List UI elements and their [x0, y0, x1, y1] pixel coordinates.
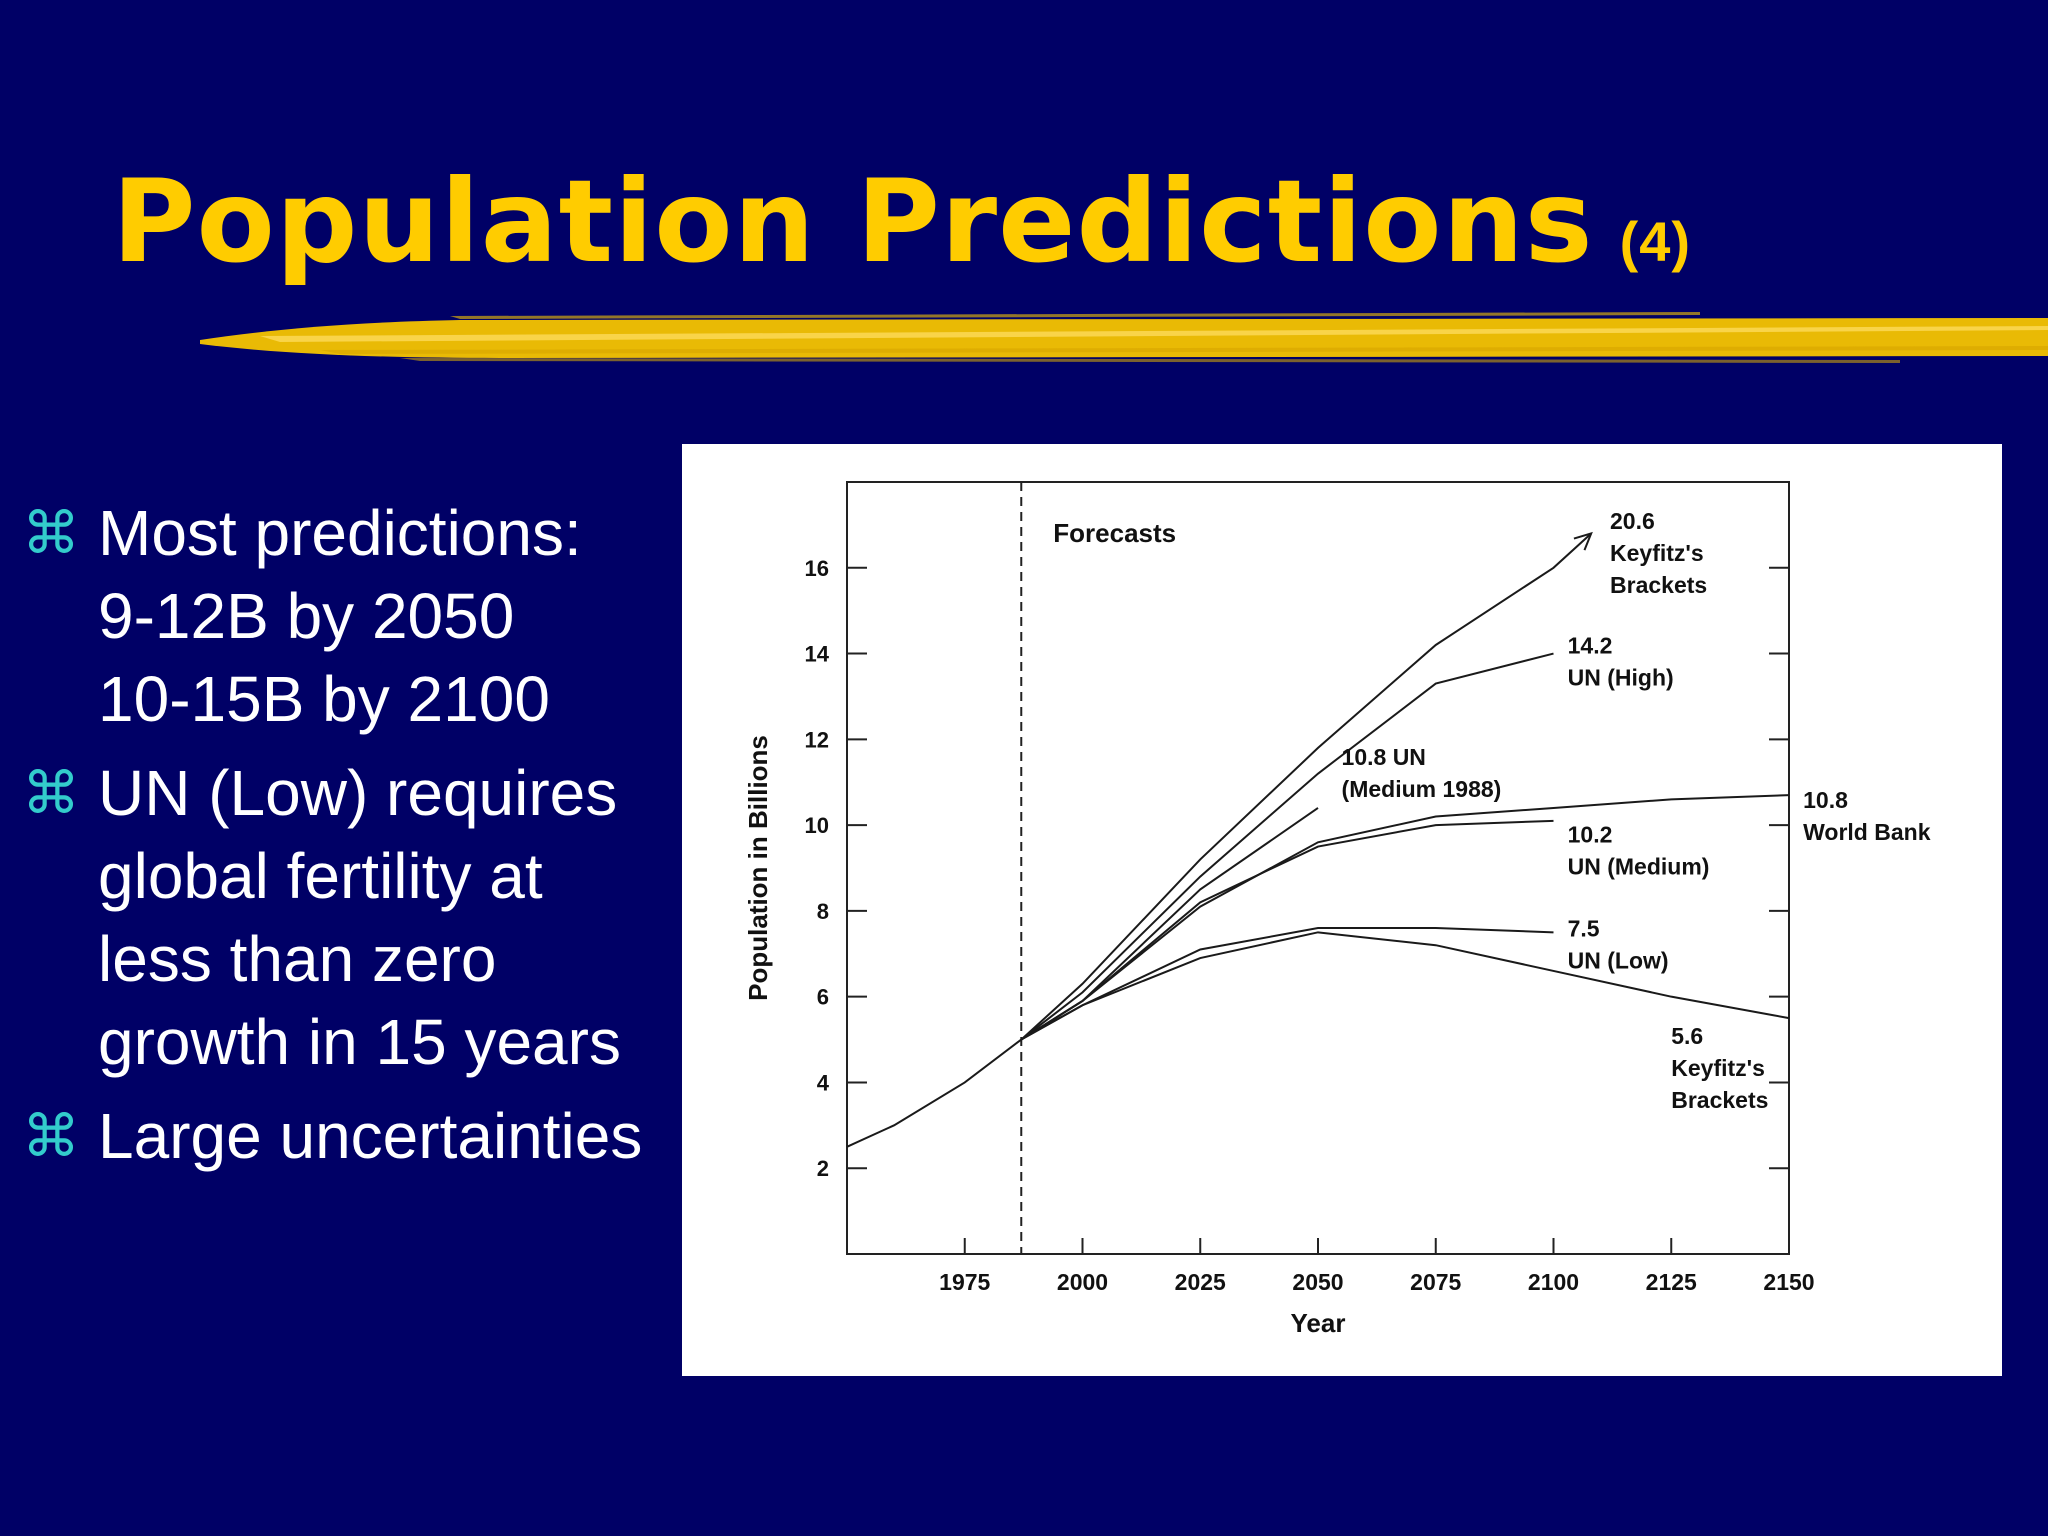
series-line-4	[1020, 819, 1554, 1041]
historical-line	[846, 1038, 1022, 1148]
series-label-2: 10.8 UN	[1342, 744, 1426, 770]
y-tick-label: 6	[817, 985, 829, 1010]
bullet-line: Large uncertainties	[98, 1100, 643, 1172]
series-label-6: 5.6	[1671, 1023, 1703, 1049]
x-tick-label: 2100	[1528, 1269, 1579, 1295]
y-tick-label: 14	[805, 642, 830, 667]
bullet-item: ⌘ UN (Low) requires global fertility at les…	[22, 752, 642, 1084]
slide-title-number: (4)	[1619, 210, 1692, 273]
series-label-3: 10.8	[1803, 787, 1848, 813]
population-chart: 2 4 6 8 10 12 14 16 1975 2000 2025 2050 2075 2100 2125…	[682, 444, 2002, 1376]
series-line-6	[1020, 931, 1790, 1041]
x-tick-label: 1975	[939, 1269, 990, 1295]
series-line-0	[1020, 532, 1592, 1041]
title-underline-brush	[200, 312, 2048, 363]
x-tick-label: 2025	[1175, 1269, 1226, 1295]
series-label-2: (Medium 1988)	[1342, 776, 1502, 802]
series-label-6: Keyfitz's	[1671, 1055, 1765, 1081]
series-label-5: UN (Low)	[1568, 948, 1669, 974]
series-label-4: 10.2	[1568, 821, 1613, 847]
series-label-1: UN (High)	[1568, 665, 1674, 691]
y-tick-label: 10	[805, 813, 829, 838]
bullet-item: ⌘ Large uncertainties	[22, 1095, 642, 1178]
series-label-3: World Bank	[1803, 819, 1931, 845]
series-label-4: UN (Medium)	[1568, 853, 1710, 879]
y-tick-label: 4	[817, 1070, 830, 1095]
bullet-line: 10-15B by 2100	[98, 663, 550, 735]
x-tick-label: 2000	[1057, 1269, 1108, 1295]
x-tick-label: 2075	[1410, 1269, 1461, 1295]
series-label-6: Brackets	[1671, 1087, 1768, 1113]
series-label-5: 7.5	[1568, 916, 1600, 942]
series-line-3	[1020, 794, 1790, 1041]
y-tick-label: 12	[805, 727, 829, 752]
forecasts-label: Forecasts	[1053, 518, 1176, 548]
slide-title-text: Population Predictions	[112, 155, 1594, 288]
bullet-line: growth in 15 years	[98, 1006, 621, 1078]
y-tick-label: 16	[805, 556, 829, 581]
command-key-icon: ⌘	[22, 1102, 80, 1170]
series-label-0: Keyfitz's	[1610, 540, 1704, 566]
y-tick-label: 2	[817, 1156, 829, 1181]
y-tick-label: 8	[817, 899, 829, 924]
bullet-line: less than zero	[98, 923, 497, 995]
x-tick-label: 2050	[1292, 1269, 1343, 1295]
command-key-icon: ⌘	[22, 759, 80, 827]
x-axis-title: Year	[1291, 1308, 1346, 1338]
bullet-line: Most predictions:	[98, 497, 582, 569]
series-label-1: 14.2	[1568, 633, 1613, 659]
series-line-1	[1020, 652, 1554, 1041]
slide-title: Population Predictions (4)	[112, 165, 1691, 279]
bullet-line: 9-12B by 2050	[98, 580, 515, 652]
bullet-item: ⌘ Most predictions: 9-12B by 2050 10-15B by…	[22, 492, 642, 741]
bullet-line: global fertility at	[98, 840, 543, 912]
series-label-0: Brackets	[1610, 572, 1707, 598]
y-axis-title: Population in Billions	[743, 735, 773, 1001]
command-key-icon: ⌘	[22, 499, 80, 567]
bullet-line: UN (Low) requires	[98, 757, 618, 829]
bullet-list: ⌘ Most predictions: 9-12B by 2050 10-15B by…	[22, 492, 642, 1189]
series-label-0: 20.6	[1610, 508, 1655, 534]
series-arrowhead	[1573, 531, 1593, 551]
x-tick-label: 2150	[1763, 1269, 1814, 1295]
x-tick-label: 2125	[1646, 1269, 1697, 1295]
